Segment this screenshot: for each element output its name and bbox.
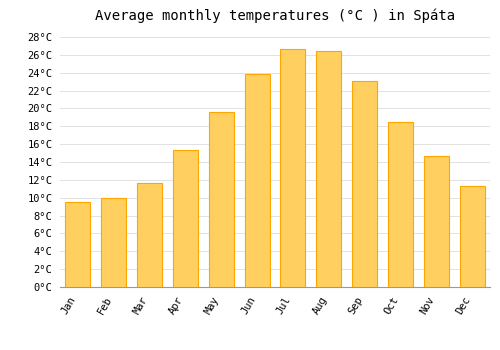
- Bar: [173, 150, 198, 287]
- Bar: [316, 51, 342, 287]
- Bar: [388, 122, 413, 287]
- Bar: [101, 198, 126, 287]
- Bar: [460, 186, 484, 287]
- Bar: [66, 202, 90, 287]
- Bar: [137, 182, 162, 287]
- Bar: [244, 74, 270, 287]
- Title: Average monthly temperatures (°C ) in Spáta: Average monthly temperatures (°C ) in Sp…: [95, 8, 455, 23]
- Bar: [208, 112, 234, 287]
- Bar: [280, 49, 305, 287]
- Bar: [424, 156, 449, 287]
- Bar: [352, 81, 377, 287]
